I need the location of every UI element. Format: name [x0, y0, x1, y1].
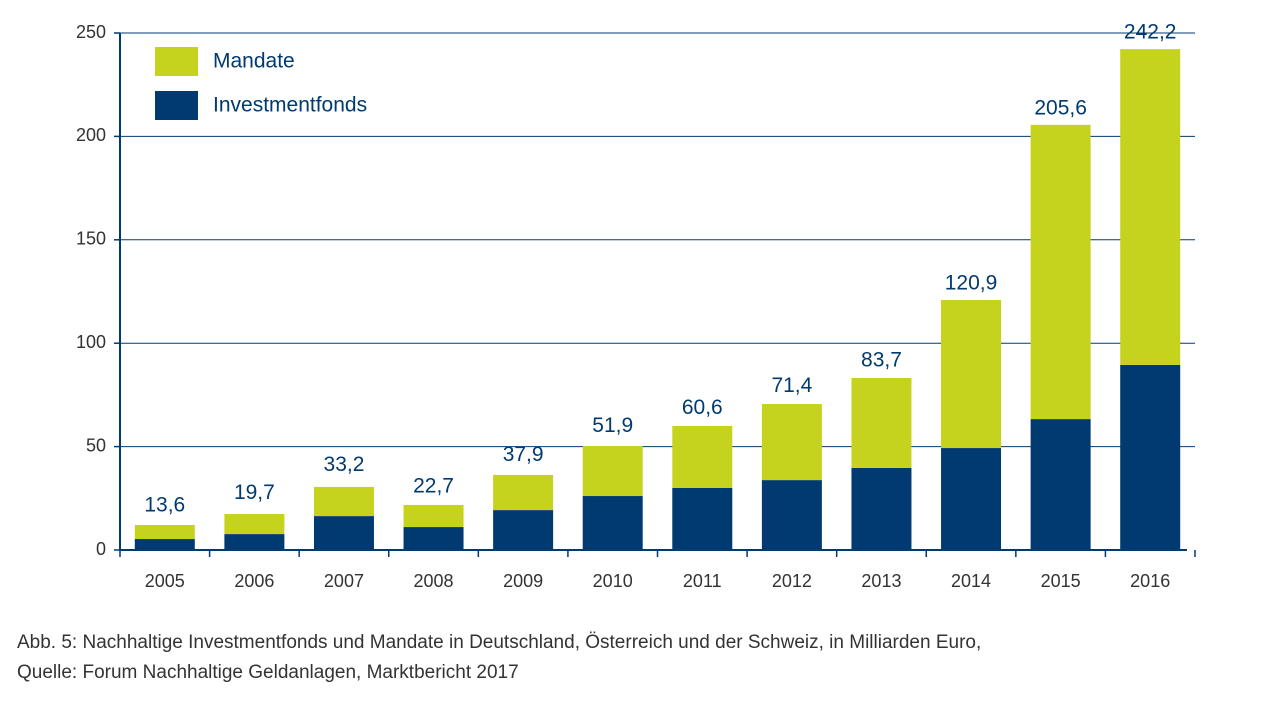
x-tick-label: 2012 — [772, 571, 812, 591]
bar-segment — [851, 467, 912, 550]
x-tick-label: 2015 — [1041, 571, 1081, 591]
x-tick-label: 2011 — [683, 571, 722, 591]
x-tick-label: 2009 — [503, 571, 543, 591]
bar-segment — [224, 514, 285, 535]
legend-swatch — [155, 47, 198, 76]
caption-line: Abb. 5: Nachhaltige Investmentfonds und … — [17, 632, 982, 653]
bar-segment — [672, 425, 733, 488]
total-label: 242,2 — [1124, 21, 1177, 44]
x-tick-label: 2013 — [861, 571, 901, 591]
bar-segment — [941, 299, 1002, 449]
bar-segment — [672, 487, 733, 550]
chart: 0 50 100 150 200 250 13,6 2005 19,7 2006 33,2 2007 2… — [76, 21, 1196, 591]
total-label: 71,4 — [771, 374, 812, 397]
total-label: 37,9 — [503, 443, 544, 466]
y-tick-label: 150 — [76, 229, 106, 249]
bar-segment — [493, 474, 554, 511]
x-tick-label: 2006 — [234, 571, 274, 591]
bar-segment — [1030, 419, 1091, 550]
total-label: 22,7 — [413, 475, 454, 498]
total-label: 19,7 — [234, 481, 275, 504]
bar-segment — [582, 445, 643, 497]
x-tick-label: 2014 — [951, 571, 991, 591]
total-label: 13,6 — [144, 493, 185, 516]
y-tick-label: 100 — [76, 332, 106, 352]
bar-segment — [493, 510, 554, 550]
total-label: 33,2 — [324, 453, 365, 476]
bar-segment — [313, 486, 374, 517]
bar-segment — [851, 377, 912, 468]
total-label: 51,9 — [592, 414, 633, 437]
legend-swatch — [155, 91, 198, 120]
bar-segment — [761, 403, 822, 481]
y-tick-label: 250 — [76, 22, 106, 42]
legend-label: Mandate — [213, 50, 295, 73]
caption-line: Quelle: Forum Nachhaltige Geldanlagen, M… — [17, 662, 519, 683]
y-tick-label: 200 — [76, 125, 106, 145]
bar-segment — [224, 534, 285, 550]
x-tick-label: 2005 — [145, 571, 185, 591]
bar-segment — [403, 527, 464, 550]
bar-segment — [1120, 364, 1181, 550]
x-tick-label: 2010 — [593, 571, 633, 591]
legend-label: Investmentfonds — [213, 94, 367, 117]
bar-segment — [403, 504, 464, 528]
bar-segment — [313, 516, 374, 550]
y-tick-label: 50 — [86, 435, 106, 455]
bar-segment — [582, 496, 643, 550]
total-label: 83,7 — [861, 348, 902, 371]
x-tick-label: 2016 — [1130, 571, 1170, 591]
total-label: 205,6 — [1034, 96, 1087, 119]
bar-segment — [761, 480, 822, 550]
x-tick-label: 2008 — [414, 571, 454, 591]
x-tick-label: 2007 — [324, 571, 364, 591]
bar-segment — [134, 539, 195, 550]
total-label: 120,9 — [945, 272, 998, 295]
bar-segment — [134, 524, 195, 540]
total-label: 60,6 — [682, 396, 723, 419]
bar-segment — [941, 448, 1002, 550]
y-tick-label: 0 — [96, 539, 106, 559]
bar-segment — [1030, 124, 1091, 420]
bar-segment — [1120, 49, 1181, 365]
